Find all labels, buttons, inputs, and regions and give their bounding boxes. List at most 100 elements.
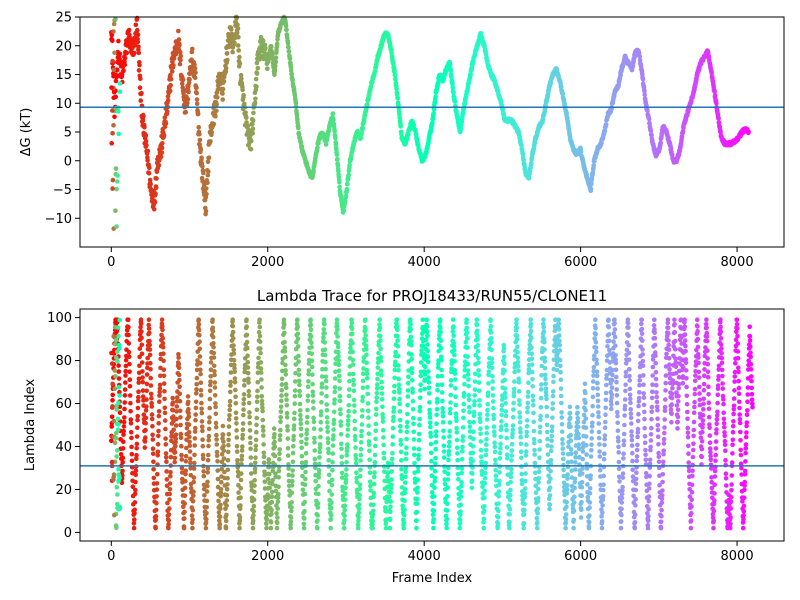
lambda-point	[489, 360, 495, 366]
lambda-point	[379, 385, 385, 391]
lambda-point	[358, 452, 364, 458]
lambda-point	[457, 521, 463, 526]
lambda-point	[309, 340, 314, 346]
lambda-point	[542, 355, 547, 361]
lambda-point	[204, 504, 209, 510]
lambda-point	[559, 415, 565, 420]
lambda-point	[442, 469, 447, 474]
lambda-point	[565, 483, 570, 488]
lambda-point	[155, 449, 161, 455]
lambda-point	[580, 466, 585, 471]
lambda-point	[583, 425, 589, 431]
lambda-point	[541, 336, 547, 342]
delta-g-point	[483, 51, 489, 57]
lambda-point	[132, 491, 138, 497]
lambda-point	[444, 508, 450, 513]
lambda-point	[416, 446, 422, 452]
lambda-point	[425, 354, 431, 360]
lambda-point	[366, 439, 372, 444]
delta-g-point	[206, 155, 212, 160]
lambda-point	[432, 479, 438, 484]
lambda-point	[475, 337, 480, 342]
delta-g-point	[360, 125, 366, 131]
lambda-point	[318, 427, 323, 432]
lambda-point	[420, 317, 426, 323]
lambda-point	[412, 461, 417, 466]
lambda-point	[572, 494, 577, 500]
lambda-point	[484, 425, 490, 430]
lambda-point	[134, 441, 140, 447]
delta-g-point	[255, 65, 261, 71]
delta-g-point	[430, 120, 435, 126]
lambda-point	[126, 349, 132, 355]
lambda-point	[332, 389, 338, 395]
lambda-point	[237, 525, 242, 531]
delta-g-point	[642, 92, 647, 97]
lambda-point	[333, 369, 338, 375]
lambda-point	[371, 502, 376, 508]
lambda-point	[248, 446, 253, 452]
lambda-point	[157, 386, 163, 391]
lambda-point	[323, 374, 329, 380]
lambda-point	[385, 474, 390, 480]
lambda-point	[310, 372, 315, 377]
delta-g-point	[116, 131, 121, 137]
lambda-point	[242, 378, 247, 383]
lambda-point	[150, 432, 155, 438]
lambda-point	[297, 388, 302, 394]
lambda-point	[212, 380, 218, 385]
delta-g-point	[618, 73, 623, 78]
lambda-point	[549, 433, 555, 439]
delta-g-point	[315, 145, 320, 150]
lambda-point	[461, 391, 467, 396]
lambda-point	[150, 437, 156, 442]
delta-g-point	[669, 152, 675, 157]
lambda-point	[572, 476, 578, 482]
lambda-point	[581, 412, 587, 418]
lambda-point	[476, 388, 482, 394]
lambda-point	[213, 404, 218, 410]
lambda-point	[515, 355, 521, 361]
lambda-point	[363, 326, 368, 332]
delta-g-point	[272, 72, 277, 78]
lambda-point	[525, 409, 530, 415]
lambda-point	[297, 401, 303, 407]
lambda-point	[474, 328, 480, 334]
lambda-point	[148, 391, 154, 397]
lambda-point	[125, 317, 131, 323]
lambda-point	[137, 354, 142, 360]
lambda-point	[440, 410, 446, 415]
lambda-point	[405, 411, 410, 417]
lambda-point	[470, 450, 476, 456]
lambda-point	[156, 433, 161, 439]
lambda-point	[364, 347, 369, 352]
delta-g-point	[284, 27, 289, 32]
lambda-point	[187, 449, 193, 454]
lambda-point	[238, 485, 244, 491]
lambda-point	[561, 480, 567, 486]
lambda-point	[244, 317, 249, 323]
delta-g-point	[251, 110, 256, 116]
delta-g-point	[145, 158, 150, 163]
lambda-point	[583, 408, 588, 413]
lambda-point	[133, 472, 138, 478]
lambda-point	[539, 382, 544, 387]
lambda-point	[398, 449, 404, 455]
lambda-point	[325, 436, 331, 441]
lambda-point	[216, 498, 221, 504]
delta-g-point	[411, 122, 417, 128]
lambda-point	[389, 482, 394, 488]
lambda-point	[507, 512, 512, 517]
lambda-point	[244, 339, 250, 345]
lambda-point	[134, 445, 139, 451]
lambda-point	[117, 410, 123, 416]
lambda-point	[135, 417, 140, 423]
lambda-point	[240, 436, 245, 441]
lambda-point	[355, 522, 361, 527]
delta-g-point	[110, 131, 115, 136]
lambda-point	[557, 338, 562, 344]
lambda-point	[408, 334, 414, 340]
delta-g-point	[178, 57, 183, 63]
lambda-point	[389, 477, 394, 482]
lambda-point	[224, 512, 229, 518]
